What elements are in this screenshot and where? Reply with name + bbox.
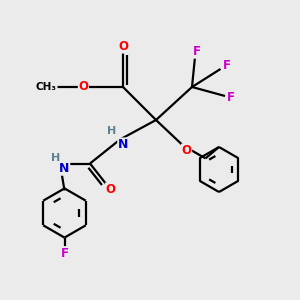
Text: F: F — [61, 247, 68, 260]
Text: O: O — [118, 40, 128, 53]
Text: O: O — [105, 183, 116, 196]
Text: CH₃: CH₃ — [36, 82, 57, 92]
Text: H: H — [107, 126, 116, 136]
Text: F: F — [193, 45, 200, 58]
Text: N: N — [118, 138, 128, 151]
Text: N: N — [59, 162, 70, 175]
Text: O: O — [78, 80, 88, 94]
Text: F: F — [227, 91, 235, 104]
Text: H: H — [51, 153, 60, 164]
Text: F: F — [223, 59, 230, 72]
Text: O: O — [182, 144, 192, 157]
